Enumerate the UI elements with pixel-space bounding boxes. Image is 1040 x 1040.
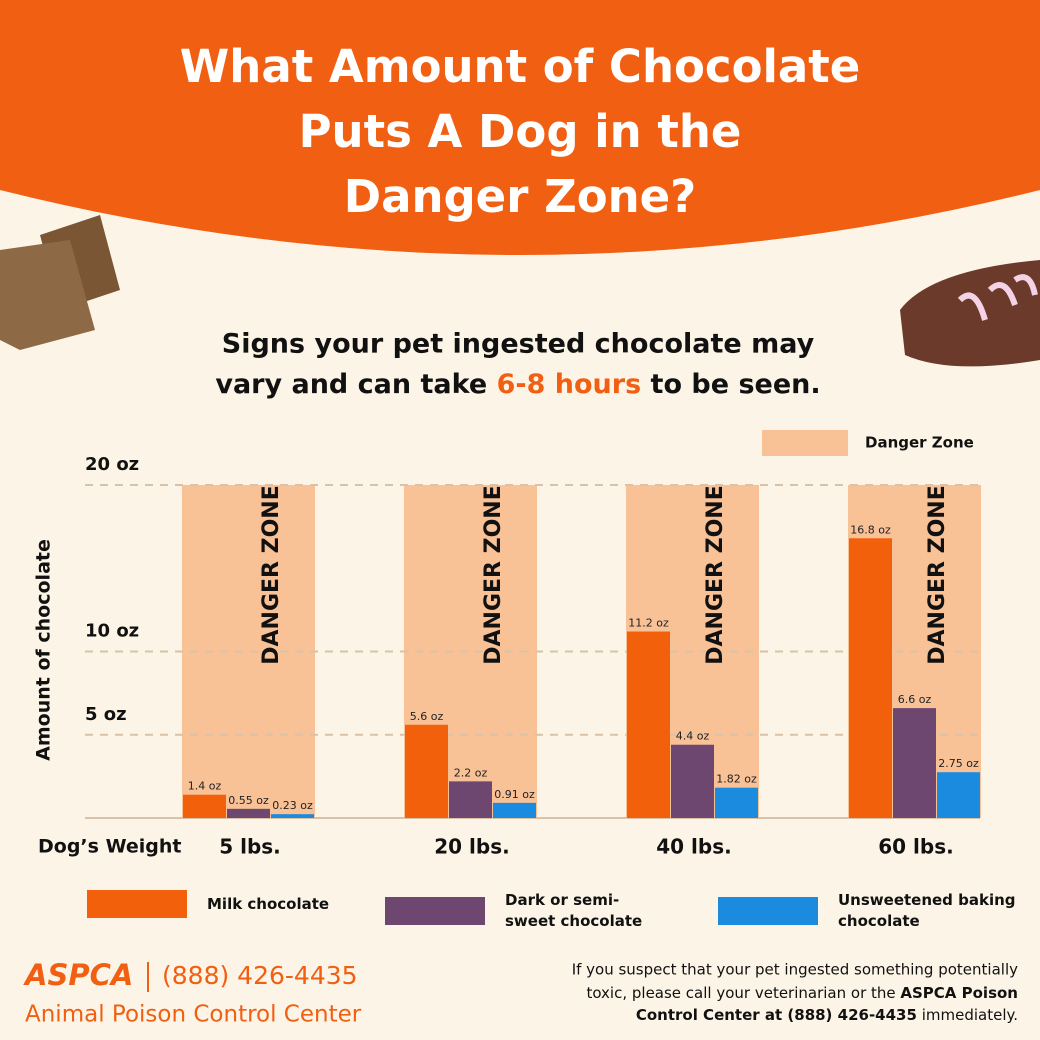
x-tick-label: 20 lbs. [434, 835, 509, 859]
legend-label: Unsweetened baking chocolate [838, 891, 1016, 930]
legend-item: Unsweetened baking chocolate [718, 890, 1038, 932]
value-label: 0.91 oz [494, 788, 535, 801]
legend-swatch [718, 897, 818, 925]
bar [183, 794, 226, 818]
bar [405, 724, 448, 818]
legend-item: Milk chocolate [87, 890, 377, 918]
subtitle-part: to be seen. [641, 369, 820, 400]
note: If you suspect that your pet ingested so… [572, 961, 1018, 979]
center-name: Animal Poison Control Center [25, 1002, 362, 1028]
subtitle: Signs your pet ingested chocolate may [222, 329, 815, 360]
bar [937, 772, 980, 818]
title-line: Danger Zone? [344, 170, 697, 223]
danger-zone-text: DANGER ZONE [481, 485, 506, 664]
value-label: 16.8 oz [850, 523, 891, 536]
legend-label: Dark or semi-sweet chocolate [505, 891, 643, 930]
note-bold: Control Center at (888) 426-4435 [636, 1006, 917, 1024]
legend-swatch [87, 890, 187, 918]
bar [671, 744, 714, 818]
danger-zone-text: DANGER ZONE [703, 485, 728, 664]
legend-label: Danger Zone [865, 434, 974, 452]
brand: ASPCA [23, 958, 133, 992]
bar [227, 808, 270, 818]
x-tick-label: 60 lbs. [878, 835, 953, 859]
danger-zone-text: DANGER ZONE [925, 485, 950, 664]
note: toxic, please call your veterinarian or … [586, 984, 1018, 1002]
bar [627, 631, 670, 818]
legend-label: Milk chocolate [207, 894, 330, 913]
legend-item: Dark or semi-sweet chocolate [385, 890, 655, 932]
bar [493, 802, 536, 818]
candy-decoration [900, 260, 1040, 367]
value-label: 2.2 oz [454, 766, 488, 779]
x-tick-label: 5 lbs. [219, 835, 281, 859]
note: Control Center at (888) 426-4435 immedia… [636, 1006, 1018, 1024]
value-label: 11.2 oz [628, 617, 669, 630]
note-bold: ASPCA Poison [900, 984, 1018, 1002]
legend-swatch [762, 430, 848, 456]
title-line: What Amount of Chocolate [180, 40, 861, 93]
y-tick-label: 5 oz [85, 704, 127, 725]
value-label: 5.6 oz [410, 710, 444, 723]
subtitle-part: vary and can take [215, 369, 496, 400]
header-band [0, 0, 1040, 255]
value-label: 0.55 oz [228, 794, 269, 807]
y-tick-label: 20 oz [85, 454, 139, 475]
phone: (888) 426-4435 [162, 961, 358, 990]
bar [849, 538, 892, 818]
danger-zone-band [182, 485, 315, 818]
subtitle-highlight: 6-8 hours [497, 369, 642, 400]
bar [715, 787, 758, 818]
subtitle: vary and can take 6-8 hours to be seen. [215, 369, 820, 400]
bar [893, 708, 936, 818]
value-label: 2.75 oz [938, 757, 979, 770]
danger-zone-text: DANGER ZONE [259, 485, 284, 664]
value-label: 1.82 oz [716, 773, 757, 786]
note-part: immediately. [917, 1006, 1018, 1024]
legend-swatch [385, 897, 485, 925]
value-label: 0.23 oz [272, 799, 313, 812]
title-line: Puts A Dog in the [299, 105, 742, 158]
note-part: toxic, please call your veterinarian or … [586, 984, 900, 1002]
value-label: 1.4 oz [188, 780, 222, 793]
y-tick-label: 10 oz [85, 621, 139, 642]
x-axis-label: Dog’s Weight [38, 836, 181, 858]
x-tick-label: 40 lbs. [656, 835, 731, 859]
cookie-decoration [0, 215, 120, 350]
y-axis-label: Amount of chocolate [33, 539, 55, 761]
value-label: 4.4 oz [676, 730, 710, 743]
value-label: 6.6 oz [898, 693, 932, 706]
bar [271, 814, 314, 818]
bar [449, 781, 492, 818]
